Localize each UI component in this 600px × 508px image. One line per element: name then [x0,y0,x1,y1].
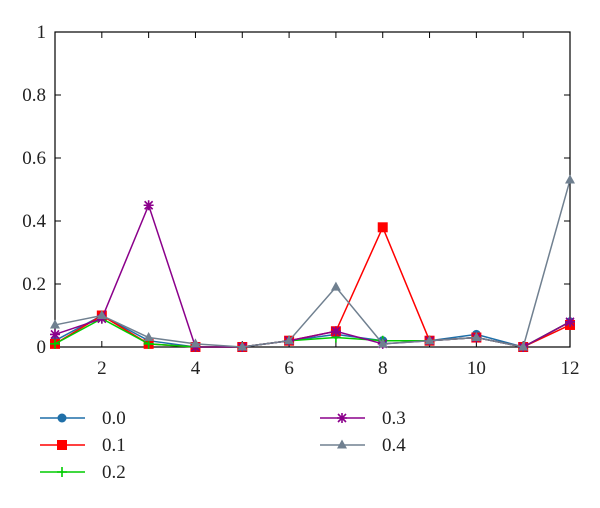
plot-frame [54,31,571,348]
y-tick-label: 0 [37,337,47,358]
y-tick-label: 0.2 [22,274,46,295]
data-point-0.3 [330,326,341,337]
x-tick-label: 2 [97,358,107,379]
y-tick-label: 1 [37,22,47,43]
y-tick-label: 0.8 [22,85,46,106]
legend: 0.0 0.1 0.2 0.3 0.4 [40,408,406,483]
data-point-0.1 [377,222,388,233]
data-point-0.4 [50,319,60,329]
legend-label-0.1: 0.1 [102,435,126,456]
series-line-0.2 [54,317,571,348]
x-tick-label: 6 [284,358,294,379]
data-point-0.4 [424,335,435,345]
data-point-0.4 [330,281,341,291]
data-point-0.3 [50,329,60,340]
data-point-0.3 [143,200,154,211]
data-point-0.3 [565,316,575,327]
y-tick-label: 0.6 [22,148,46,169]
data-point-0.4 [143,332,154,342]
data-point-0.4 [471,332,482,342]
data-point-0.4 [190,338,201,348]
legend-marker-0.3 [337,413,347,423]
data-point-0.4 [237,341,248,351]
x-tick-label: 8 [378,358,388,379]
x-tick-label: 10 [467,358,486,379]
data-point-0.4 [96,310,107,319]
data-point-0.4 [377,338,388,348]
legend-label-0.0: 0.0 [102,408,126,429]
plot-area: 00.20.40.60.812 4 6 8 10 12 [22,22,579,379]
x-tick-label: 4 [191,358,201,379]
legend-label-0.3: 0.3 [382,408,406,429]
legend-marker-0.0 [57,413,67,423]
data-point-0.2 [50,338,60,349]
data-point-0.4 [565,174,575,184]
y-tick-label: 0.4 [22,211,46,232]
series-line-0.4 [54,179,571,348]
data-point-0.4 [284,335,295,345]
legend-label-0.4: 0.4 [382,435,406,456]
legend-marker-0.2 [57,467,67,477]
legend-label-0.2: 0.2 [102,462,126,483]
x-tick-label: 12 [561,358,580,379]
series-line-0.0 [54,314,571,348]
legend-marker-0.1 [57,440,67,450]
legend-marker-0.4 [337,439,347,449]
data-point-0.4 [518,341,529,351]
series-line-0.3 [54,203,571,348]
